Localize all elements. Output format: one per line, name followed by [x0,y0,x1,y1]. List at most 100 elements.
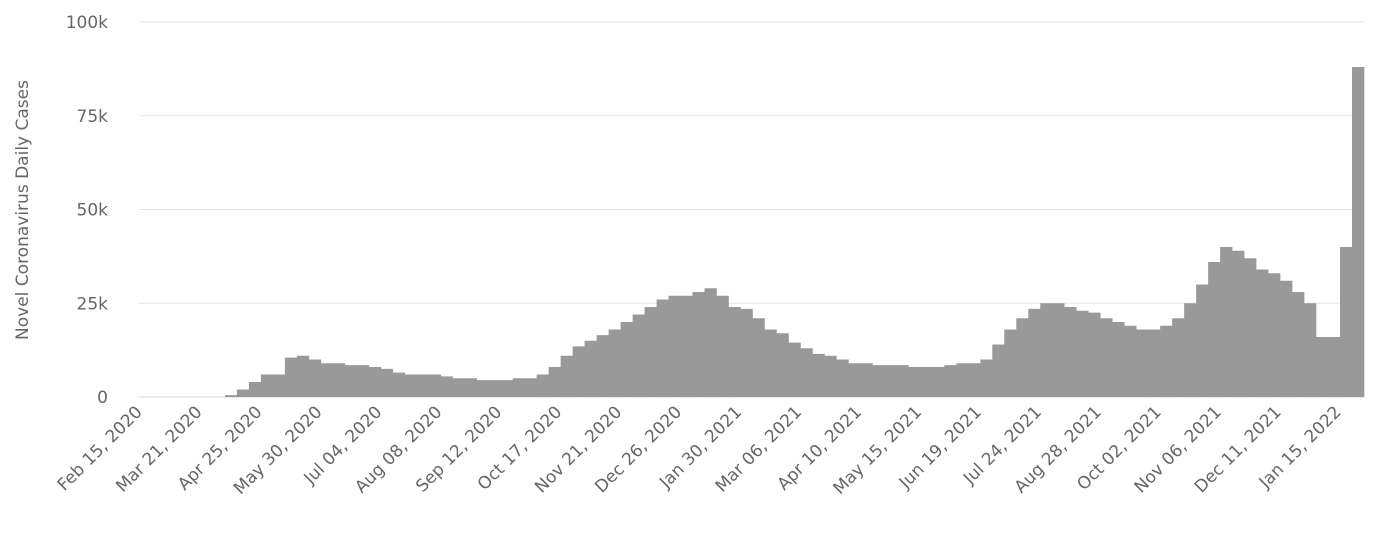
bar [1208,262,1221,397]
bar [860,363,873,397]
bar [608,329,621,397]
bar [704,288,717,397]
bar [1280,280,1293,397]
bar [836,359,849,397]
bar [824,355,837,397]
bar [980,359,993,397]
bar [260,374,274,397]
bar [236,389,250,397]
bar [1328,337,1341,397]
bar [1004,329,1017,397]
bar [1124,325,1137,397]
bar [788,342,801,397]
bar [716,295,729,397]
bar [536,374,549,397]
bar [224,395,238,397]
y-tick-label: 25k [77,294,109,314]
bar [464,378,478,397]
bar [248,382,262,397]
bar [872,365,885,397]
bar [644,307,657,397]
bar [884,365,897,397]
bar [332,363,346,397]
bar [404,374,418,397]
bar [284,357,298,397]
bar [392,372,406,397]
bar [908,367,921,397]
bar [680,295,693,397]
bar [1340,247,1353,397]
bar [1196,284,1209,397]
bar [1268,273,1281,397]
bar [752,318,765,397]
bar [428,374,442,397]
bar [476,380,490,397]
y-axis-title: Novel Coronavirus Daily Cases [13,80,33,340]
y-tick-label: 100k [66,13,108,33]
bar [848,363,861,397]
bar [356,365,370,397]
bar [1100,318,1113,397]
bar [320,363,334,397]
bar [512,378,525,397]
bar [632,314,645,397]
bar [1136,329,1149,397]
bar [896,365,909,397]
bar [1304,303,1317,397]
bar [584,340,597,397]
bar [1292,292,1305,397]
bar [1232,250,1245,397]
bar [740,308,753,397]
bar [956,363,969,397]
bar [1040,303,1053,397]
bar [488,380,502,397]
bar [1052,303,1065,397]
bar [560,355,573,397]
bar [380,368,394,397]
bar [296,355,310,397]
bar [668,295,681,397]
y-tick-label: 75k [77,107,109,127]
bar [308,359,322,397]
bar [1064,307,1077,397]
bar [764,329,777,397]
bar [596,335,609,397]
bar [1316,337,1329,397]
bar [932,367,945,397]
y-tick-label: 0 [97,388,108,408]
bar [1028,308,1041,397]
bar [692,292,705,397]
bar [1184,303,1197,397]
bar [1016,318,1029,397]
bar [1256,269,1269,397]
bar [920,367,933,397]
bar [968,363,981,397]
bar [524,378,537,397]
bar [452,378,466,397]
bar [992,344,1005,397]
bar [1148,329,1161,397]
bar [656,299,669,397]
bar [1244,258,1257,397]
bar [800,348,813,397]
bar [1352,67,1365,397]
bar [620,322,633,397]
bar [776,333,789,397]
bar [344,365,358,397]
bar [1220,247,1233,397]
bar [1076,310,1089,397]
bar [728,307,741,397]
bar [1172,318,1185,397]
bar [1112,322,1125,397]
bar [944,365,957,397]
bar [1160,325,1173,397]
y-tick-label: 50k [77,201,109,221]
bar [1088,312,1101,397]
bar [440,376,454,397]
bar [812,353,825,397]
bar [500,380,513,397]
bar [572,346,585,397]
bar [272,374,286,397]
